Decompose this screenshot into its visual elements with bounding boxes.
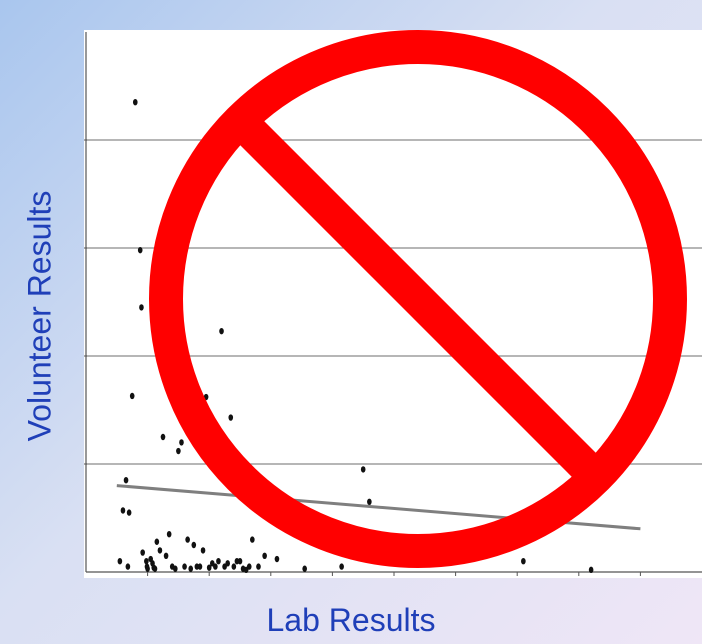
data-point — [200, 547, 206, 554]
data-point — [154, 538, 160, 545]
data-point — [367, 498, 372, 505]
data-point — [157, 547, 163, 554]
data-point — [144, 558, 149, 565]
data-point — [140, 549, 145, 556]
data-point — [246, 563, 252, 570]
data-point — [126, 509, 132, 516]
prohibition-sign-icon — [149, 30, 687, 568]
data-point — [262, 552, 267, 559]
data-point — [302, 565, 307, 572]
data-point — [152, 565, 158, 572]
data-point — [216, 558, 221, 565]
data-point — [191, 541, 197, 549]
data-point — [125, 563, 131, 570]
data-point — [123, 477, 129, 484]
scatter-chart — [84, 30, 702, 576]
data-point — [132, 99, 138, 106]
data-point — [521, 558, 526, 565]
data-point — [250, 536, 255, 543]
data-point — [129, 392, 135, 400]
data-point — [117, 558, 123, 565]
data-point — [173, 565, 178, 572]
axes — [84, 32, 702, 576]
data-point — [160, 433, 166, 441]
prohibition-slash — [233, 114, 603, 484]
x-axis-title: Lab Results — [266, 602, 436, 638]
data-point — [120, 507, 126, 514]
data-point — [274, 555, 280, 563]
data-point — [256, 563, 261, 570]
data-point — [137, 246, 143, 254]
data-point — [213, 563, 218, 570]
data-point — [231, 563, 237, 570]
data-point — [339, 563, 344, 570]
data-point — [182, 563, 187, 570]
data-point — [139, 304, 144, 311]
data-point — [225, 560, 230, 567]
data-point — [228, 414, 234, 421]
data-point — [237, 558, 243, 565]
data-point — [206, 564, 212, 571]
data-point — [185, 536, 190, 543]
data-point — [219, 327, 224, 335]
data-point — [166, 531, 172, 538]
data-point — [360, 466, 366, 473]
data-point — [588, 566, 594, 574]
prohibition-ring — [149, 30, 687, 568]
data-point — [197, 563, 203, 570]
data-point — [145, 565, 150, 572]
data-point — [188, 565, 194, 572]
data-point — [176, 447, 181, 455]
plot-area — [84, 30, 702, 578]
data-point — [163, 552, 169, 559]
data-point — [179, 439, 184, 446]
y-axis-title: Volunteer Results — [21, 190, 58, 442]
